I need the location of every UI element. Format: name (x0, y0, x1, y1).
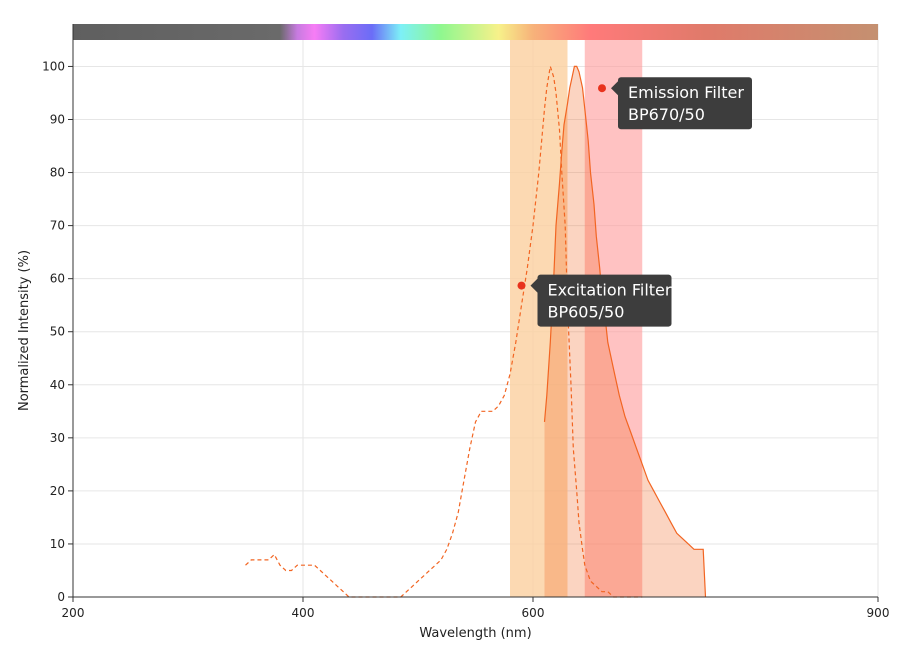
y-axis-label: Normalized Intensity (%) (17, 250, 32, 411)
y-tick-label: 40 (50, 378, 65, 392)
x-axis-label: Wavelength (nm) (419, 626, 531, 641)
grid (72, 24, 879, 598)
y-tick-label: 80 (50, 166, 65, 180)
y-tick-label: 100 (42, 59, 65, 73)
annotation-marker (517, 281, 526, 290)
x-tick-label: 200 (62, 606, 85, 620)
emission-area (544, 66, 706, 597)
annotation-pointer (530, 278, 538, 293)
y-tick-label: 20 (50, 484, 65, 498)
y-tick-label: 0 (57, 590, 65, 604)
y-tick-label: 60 (50, 272, 65, 286)
x-tick-label: 900 (867, 606, 890, 620)
y-tick-label: 10 (50, 537, 65, 551)
axes (72, 24, 878, 598)
y-tick-label: 50 (50, 325, 65, 339)
annotation-title: Emission Filter (628, 83, 744, 102)
x-tick-label: 400 (292, 606, 315, 620)
y-tick-label: 90 (50, 113, 65, 127)
excitation-line (245, 66, 643, 598)
annotation-code: BP605/50 (548, 303, 625, 322)
filter-annotation: Excitation Filter BP605/50 (517, 274, 672, 327)
filter-annotations: Excitation Filter BP605/50 Emission Filter… (517, 77, 752, 327)
annotation-box (537, 274, 672, 327)
annotation-box (618, 77, 752, 130)
annotation-title: Excitation Filter (548, 281, 672, 300)
tick-labels: 0 10 20 30 40 50 60 70 80 90 100 200 400 600 900 (42, 59, 889, 620)
y-tick-label: 30 (50, 431, 65, 445)
annotation-pointer (611, 81, 618, 96)
annotation-marker (598, 84, 606, 93)
x-tick-label: 600 (522, 606, 545, 620)
filter-annotation: Emission Filter BP670/50 (598, 77, 752, 130)
annotation-code: BP670/50 (628, 105, 705, 124)
y-tick-label: 70 (50, 219, 65, 233)
wavelength-spectrum-bar (73, 24, 878, 40)
